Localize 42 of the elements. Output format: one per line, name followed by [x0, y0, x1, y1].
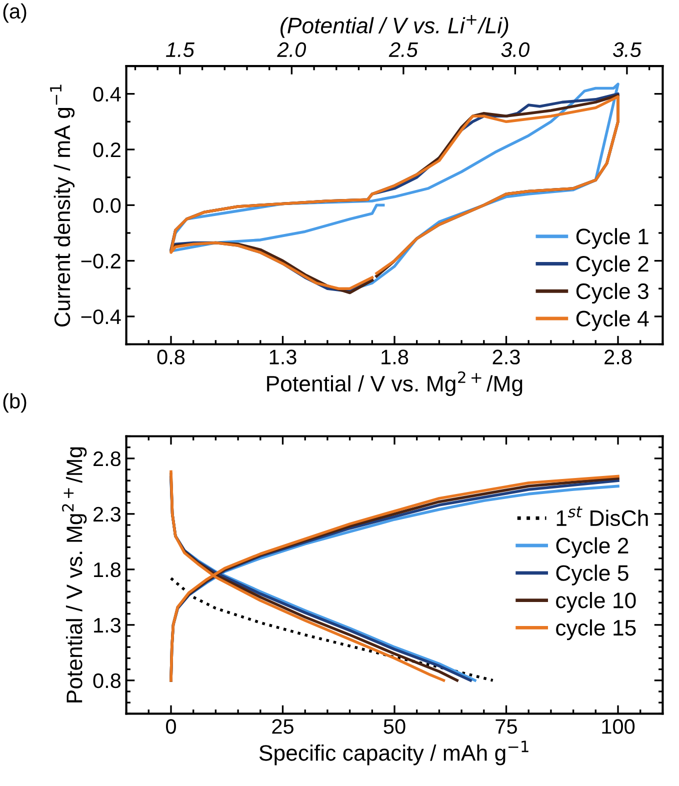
x2-tick-label: 2.5 — [388, 42, 418, 58]
x-tick-label: 50 — [384, 719, 406, 734]
y-tick-label: 0.0 — [93, 198, 121, 213]
x-axis-title: Specific capacity / mAh g$^{−1}$ — [259, 740, 528, 766]
legend-label: Cycle 4 — [576, 310, 649, 331]
y-tick-label: 1.3 — [94, 618, 121, 633]
legend-label: Cycle 2 — [576, 255, 648, 276]
x-tick-label: 0 — [166, 719, 176, 734]
y-tick-label: 2.8 — [94, 451, 121, 466]
legend-label: Cycle 2 — [556, 537, 628, 558]
legend-label: cycle 10 — [556, 592, 636, 613]
x-tick-label: 1.3 — [270, 350, 296, 364]
x-tick-label: 1.8 — [382, 350, 408, 364]
x-axis-title: Potential / V vs. Mg$^{2+}$/Mg — [267, 371, 522, 396]
x-tick-label: 2.3 — [492, 350, 520, 364]
line-series — [170, 576, 494, 682]
legend-label: Cycle 5 — [556, 564, 628, 586]
x2-tick-label: 3.5 — [612, 42, 642, 58]
legend-label: 1$^{st}$ DisCh — [556, 506, 648, 526]
x-tick-label: 75 — [496, 719, 517, 734]
legend-label: Cycle 1 — [576, 228, 648, 249]
x2-tick-label: 1.5 — [166, 42, 194, 58]
text: (b) — [3, 393, 26, 413]
y-tick-label: −0.4 — [81, 309, 121, 324]
x-tick-label: 25 — [272, 719, 294, 734]
y-tick-label: 1.8 — [94, 562, 121, 578]
text: (a) — [3, 3, 26, 23]
legend-label: cycle 15 — [556, 619, 636, 640]
x-tick-label: 0.8 — [157, 350, 185, 364]
x2-tick-label: 3.0 — [501, 42, 530, 58]
y-tick-label: 0.4 — [93, 86, 121, 102]
x-tick-label: 100 — [602, 719, 635, 734]
y-tick-label: 0.8 — [93, 673, 121, 688]
x2-tick-label: 2.0 — [277, 42, 306, 58]
y-axis-title: Current density / mA g$^{−1}$ — [50, 84, 75, 326]
y-tick-label: −0.2 — [81, 254, 120, 269]
x-tick-label: 2.8 — [604, 350, 632, 364]
legend-label: Cycle 3 — [576, 282, 648, 304]
x2-axis-title: (Potential / V vs. Li$^{+}$/Li) — [280, 14, 508, 38]
y-axis-title: Potential / V vs. Mg$^{2+}$/Mg — [62, 447, 87, 702]
y-tick-label: 2.3 — [94, 506, 121, 522]
y-tick-label: 0.2 — [93, 142, 120, 158]
